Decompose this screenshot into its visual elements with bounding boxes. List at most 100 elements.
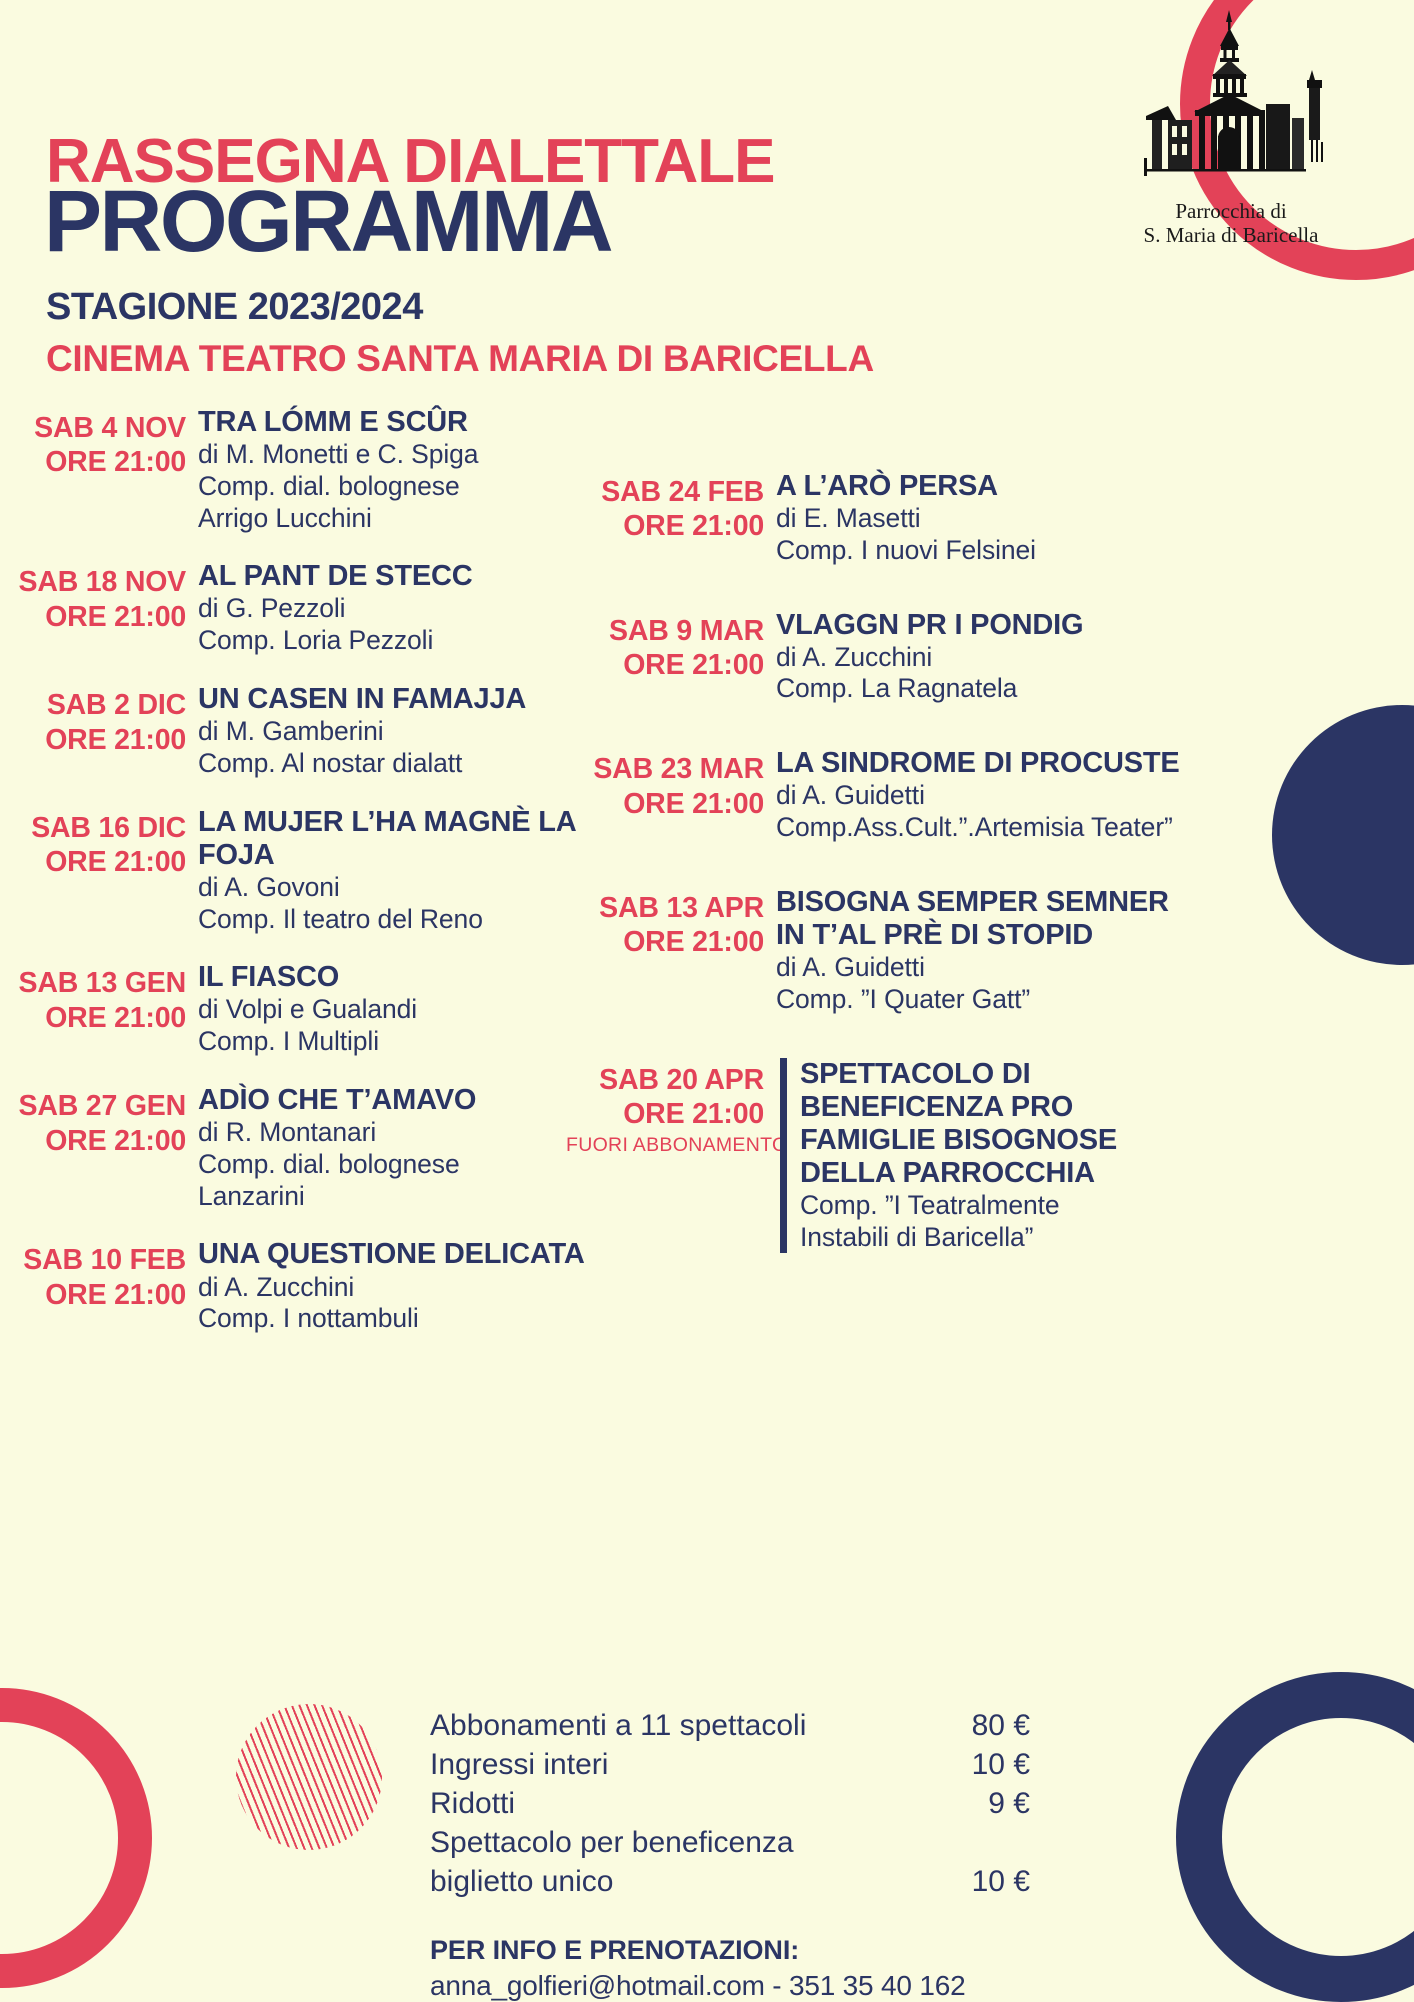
event-date: SAB 10 FEB [23, 1244, 186, 1277]
event-title: TRA LÓMM E SCÛR [198, 406, 468, 438]
event-detail-line: Comp. I nuovi Felsinei [776, 534, 1036, 565]
event-time: ORE 21:00 [623, 649, 764, 682]
event-detail-line: Comp. dial. bolognese [198, 1148, 460, 1179]
church-icon [1144, 10, 1323, 176]
event-title: LA SINDROME DI PROCUSTE [776, 747, 1180, 780]
event-row: SAB 10 FEB ORE 21:00 UNA QUESTIONE DELICAT… [0, 1238, 600, 1335]
event-title: UNA QUESTIONE DELICATA [198, 1238, 585, 1271]
event-detail-line: di A. Govoni [198, 871, 340, 902]
event-datetime: SAB 27 GEN ORE 21:00 [0, 1084, 198, 1158]
event-detail-line: Lanzarini [198, 1180, 305, 1211]
event-detail-line: di A. Zucchini [776, 641, 933, 672]
event-datetime: SAB 24 FEB ORE 21:00 [566, 470, 776, 544]
price-label: Abbonamenti a 11 spettacoli [430, 1709, 807, 1742]
poster-kicker: RASSEGNA DIALETTALE [46, 127, 775, 196]
event-row: SAB 24 FEB ORE 21:00 A L’ARÒ PERSA di E. Ma… [566, 470, 1186, 567]
price-row: Abbonamenti a 11 spettacoli 80 € [430, 1706, 1030, 1745]
logo-caption-line2: S. Maria di Baricella [1143, 222, 1319, 247]
event-body: LA MUJER L’HA MAGNÈ LA FOJA di A. Govoni C… [198, 806, 600, 936]
event-datetime: SAB 2 DIC ORE 21:00 [0, 683, 198, 757]
event-title: IL FIASCO [198, 961, 340, 994]
event-date: SAB 27 GEN [18, 1090, 187, 1123]
decorative-striped-circle [236, 1704, 382, 1850]
events-column-left: SAB 4 NOV ORE 21:00 TRA LÓMM E SCÛR di M. M… [0, 406, 600, 1361]
event-datetime: SAB 4 NOV ORE 21:00 [0, 406, 198, 480]
event-datetime: SAB 13 APR ORE 21:00 [566, 886, 776, 960]
price-value: 10 € [971, 1865, 1030, 1898]
price-label: Ingressi interi [430, 1748, 609, 1781]
event-time: ORE 21:00 [45, 446, 186, 479]
event-date: SAB 9 MAR [609, 614, 764, 647]
event-detail-line: di A. Guidetti [776, 780, 925, 811]
event-title: BISOGNA SEMPER SEMNER IN T’AL PRÈ DI STO… [776, 885, 1169, 951]
event-title: ADÌO CHE T’AMAVO [198, 1084, 477, 1117]
price-value: 80 € [971, 1709, 1030, 1742]
event-detail-line: di G. Pezzoli [198, 593, 346, 624]
event-detail-line: Instabili di Baricella” [800, 1221, 1034, 1252]
event-date: SAB 18 NOV [18, 566, 187, 599]
event-detail-line: Comp. Al nostar dialatt [198, 747, 463, 778]
event-time: ORE 21:00 [45, 1124, 186, 1157]
event-detail-line: di A. Zucchini [198, 1271, 355, 1302]
event-title: UN CASEN IN FAMAJJA [198, 683, 527, 716]
event-body: ADÌO CHE T’AMAVO di R. Montanari Comp. dia… [198, 1084, 600, 1212]
contact-title: PER INFO E PRENOTAZIONI: [430, 1935, 800, 1965]
event-date: SAB 2 DIC [46, 689, 186, 722]
event-body: VLAGGN PR I PONDIG di A. Zucchini Comp. La… [776, 609, 1186, 706]
event-date: SAB 16 DIC [31, 811, 186, 844]
event-title: VLAGGN PR I PONDIG [776, 608, 1084, 641]
price-row: Ridotti 9 € [430, 1784, 1030, 1823]
price-row: biglietto unico 10 € [430, 1862, 1030, 1901]
event-body: IL FIASCO di Volpi e Gualandi Comp. I Mult… [198, 961, 600, 1058]
price-label: Ridotti [430, 1787, 516, 1820]
price-label: biglietto unico [430, 1865, 614, 1898]
event-date: SAB 23 MAR [593, 753, 764, 786]
event-date: SAB 13 APR [599, 891, 764, 924]
season-label: STAGIONE 2023/2024 [46, 286, 423, 328]
logo-caption-line1: Parrocchia di [1175, 199, 1287, 223]
event-row: SAB 23 MAR ORE 21:00 LA SINDROME DI PROCUS… [566, 747, 1186, 844]
event-datetime: SAB 16 DIC ORE 21:00 [0, 806, 198, 880]
price-value: 10 € [971, 1748, 1030, 1781]
event-time: ORE 21:00 [45, 1001, 186, 1034]
event-detail-line: Comp. dial. bolognese [198, 470, 460, 501]
event-body: SPETTACOLO DI BENEFICENZA PRO FAMIGLIE B… [780, 1057, 1186, 1254]
event-time: ORE 21:00 [45, 1278, 186, 1311]
event-time: ORE 21:00 [45, 600, 186, 633]
poster-header: RASSEGNA DIALETTALE PROGRAMMA STAGIONE 2… [0, 0, 1414, 400]
event-datetime: SAB 10 FEB ORE 21:00 [0, 1238, 198, 1312]
event-detail-line: Comp. ”I Teatralmente [800, 1189, 1060, 1220]
event-time: ORE 21:00 [623, 926, 764, 959]
event-detail-line: Comp.Ass.Cult.”.Artemisia Teater” [776, 812, 1173, 843]
price-value: 9 € [988, 1787, 1030, 1820]
event-date: SAB 20 APR [599, 1063, 764, 1096]
event-datetime: SAB 23 MAR ORE 21:00 [566, 747, 776, 821]
event-detail-line: Comp. La Ragnatela [776, 673, 1018, 704]
decorative-ring-navy [1176, 1672, 1414, 2002]
event-detail-line: Comp. Il teatro del Reno [198, 903, 483, 934]
price-label: Spettacolo per beneficenza [430, 1826, 794, 1859]
event-body: A L’ARÒ PERSA di E. Masetti Comp. I nuovi … [776, 470, 1186, 567]
event-time: ORE 21:00 [45, 846, 186, 879]
event-body: UNA QUESTIONE DELICATA di A. Zucchini Comp… [198, 1238, 600, 1335]
event-title: AL PANT DE STECC [198, 560, 473, 593]
events-column-right: SAB 24 FEB ORE 21:00 A L’ARÒ PERSA di E. Ma… [566, 470, 1186, 1295]
price-row: Ingressi interi 10 € [430, 1745, 1030, 1784]
contact-details: anna_golfieri@hotmail.com - 351 35 40 16… [430, 1970, 966, 2001]
event-row: SAB 9 MAR ORE 21:00 VLAGGN PR I PONDIG di A… [566, 609, 1186, 706]
event-title: LA MUJER L’HA MAGNÈ LA FOJA [198, 805, 576, 871]
event-body: LA SINDROME DI PROCUSTE di A. Guidetti Com… [776, 747, 1186, 844]
event-date: SAB 13 GEN [18, 967, 187, 1000]
event-detail-line: di M. Gamberini [198, 716, 384, 747]
event-row: SAB 20 APR ORE 21:00 FUORI ABBONAMENTO SPET… [566, 1057, 1186, 1254]
venue-label: CINEMA TEATRO SANTA MARIA DI BARICELLA [46, 338, 874, 379]
decorative-circle-navy [1272, 705, 1414, 965]
event-body: BISOGNA SEMPER SEMNER IN T’AL PRÈ DI STO… [776, 886, 1186, 1016]
event-datetime: SAB 20 APR ORE 21:00 FUORI ABBONAMENTO [566, 1058, 788, 1157]
event-body: UN CASEN IN FAMAJJA di M. Gamberini Comp. … [198, 683, 600, 780]
event-datetime: SAB 9 MAR ORE 21:00 [566, 609, 776, 683]
event-note-badge: FUORI ABBONAMENTO [566, 1133, 788, 1156]
event-detail-line: Comp. Loria Pezzoli [198, 625, 434, 656]
event-datetime: SAB 13 GEN ORE 21:00 [0, 961, 198, 1035]
event-detail-line: Comp. ”I Quater Gatt” [776, 983, 1031, 1014]
